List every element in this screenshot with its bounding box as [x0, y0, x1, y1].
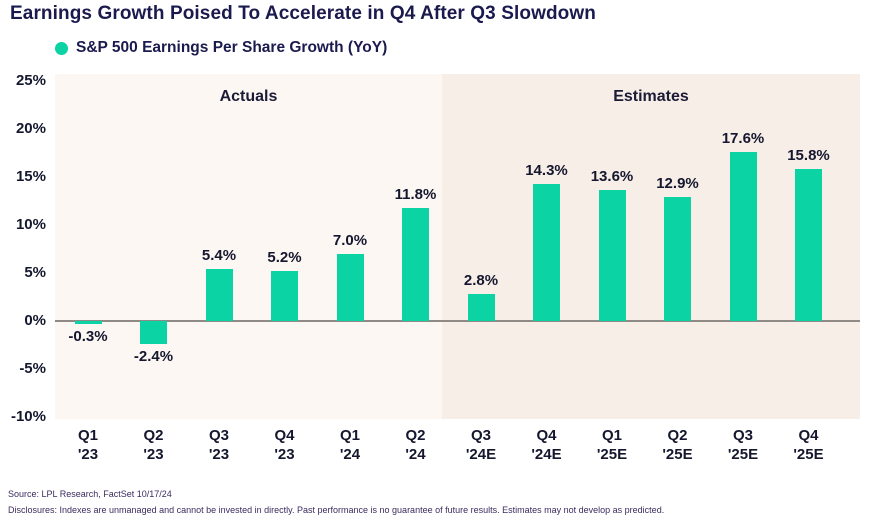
bar-value-label: 14.3% [525, 161, 568, 179]
legend-label: S&P 500 Earnings Per Share Growth (YoY) [76, 39, 388, 56]
x-tick-line: Q3 [732, 427, 753, 444]
x-tick-line: Q1 [601, 427, 622, 444]
y-tick-label: 15% [15, 168, 46, 185]
x-tick-label: Q2 '25E [645, 426, 711, 464]
x-tick-label: Q3 '25E [710, 426, 776, 464]
x-tick-line: '24E [531, 446, 562, 463]
bar-value-label: 5.4% [201, 247, 237, 265]
bar-q2-23 [140, 321, 167, 345]
bar-value-label: 7.0% [332, 231, 368, 249]
bar-value-label: 17.6% [721, 130, 765, 148]
y-tick-label: 25% [15, 72, 46, 89]
bar-q3-24e [467, 294, 495, 321]
y-tick-label: -5% [19, 360, 46, 377]
disclosures-note: Disclosures: Indexes are unmanaged and c… [8, 505, 665, 515]
x-tick-line: Q4 [536, 427, 557, 444]
bar-q4-24e [533, 183, 560, 321]
estimates-region-background [442, 74, 860, 419]
x-tick-line: Q3 [470, 427, 491, 444]
bar-value-label: 2.8% [463, 272, 499, 290]
actuals-section-label: Actuals [219, 88, 278, 105]
x-tick-label: Q3'23 [186, 426, 252, 464]
x-tick-line: Q2 [405, 427, 426, 444]
x-tick-label: Q4 '24E [514, 426, 580, 464]
x-tick-line: Q1 [77, 427, 98, 444]
x-tick-line: '23 [208, 446, 230, 463]
bar-value-label: 13.6% [590, 168, 634, 186]
plot-area: Actuals Estimates -0.3% -2.4% 5.4% 5.2% 7.0%… [55, 74, 860, 419]
x-tick-label: Q3 '24E [448, 426, 514, 464]
y-tick-label: 20% [15, 120, 46, 137]
bar-q3-23 [205, 269, 233, 321]
x-tick-line: Q4 [274, 427, 295, 444]
y-tick-label: 5% [24, 264, 46, 281]
x-tick-line: Q4 [798, 427, 819, 444]
x-tick-line: '25E [596, 446, 628, 463]
x-tick-label: Q4'23 [252, 426, 318, 464]
x-tick-line: '25E [727, 446, 759, 463]
bar-value-label: -0.3% [68, 327, 108, 345]
y-tick-label: 0% [24, 312, 46, 329]
x-tick-label: Q2'23 [121, 426, 187, 464]
source-note: Source: LPL Research, FactSet 10/17/24 [8, 489, 172, 499]
bar-q1-23 [74, 321, 102, 324]
x-tick-label: Q1 '25E [579, 426, 645, 464]
x-tick-label: Q2'24 [383, 426, 449, 464]
zero-axis-line [55, 320, 860, 322]
x-tick-line: '23 [143, 446, 164, 463]
bar-value-label: 11.8% [394, 185, 437, 203]
x-tick-line: '24 [405, 446, 426, 463]
bar-value-label: -2.4% [133, 348, 174, 366]
x-tick-line: Q2 [143, 427, 164, 444]
y-tick-label: 10% [15, 216, 46, 233]
bar-value-label: 15.8% [787, 147, 830, 165]
legend-marker-icon [55, 41, 68, 55]
bar-q4-23 [271, 271, 298, 321]
x-tick-line: '23 [274, 446, 295, 463]
bar-q3-25e [729, 152, 757, 321]
bar-value-label: 12.9% [656, 175, 699, 193]
y-tick-label: -10% [10, 408, 46, 425]
x-tick-line: '25E [662, 446, 693, 463]
x-tick-line: '24 [339, 446, 361, 463]
chart-title: Earnings Growth Poised To Accelerate in … [10, 3, 596, 24]
x-tick-label: Q4 '25E [776, 426, 842, 464]
x-tick-label: Q1'23 [55, 426, 121, 464]
bar-value-label: 5.2% [267, 249, 302, 267]
x-tick-line: '23 [77, 446, 99, 463]
actuals-region-background [55, 74, 442, 419]
bar-q1-24 [336, 253, 364, 321]
x-tick-line: '24E [465, 446, 497, 463]
x-tick-line: '25E [793, 446, 824, 463]
estimates-section-label: Estimates [613, 88, 689, 105]
x-tick-line: Q1 [339, 427, 360, 444]
x-tick-line: Q2 [667, 427, 688, 444]
bar-q2-24 [402, 207, 429, 321]
x-tick-line: Q3 [208, 427, 229, 444]
x-tick-label: Q1'24 [317, 426, 383, 464]
bar-q1-25e [598, 190, 626, 321]
bar-q2-25e [664, 197, 691, 321]
bar-q4-25e [795, 169, 822, 321]
legend: S&P 500 Earnings Per Share Growth (YoY) [55, 39, 387, 57]
